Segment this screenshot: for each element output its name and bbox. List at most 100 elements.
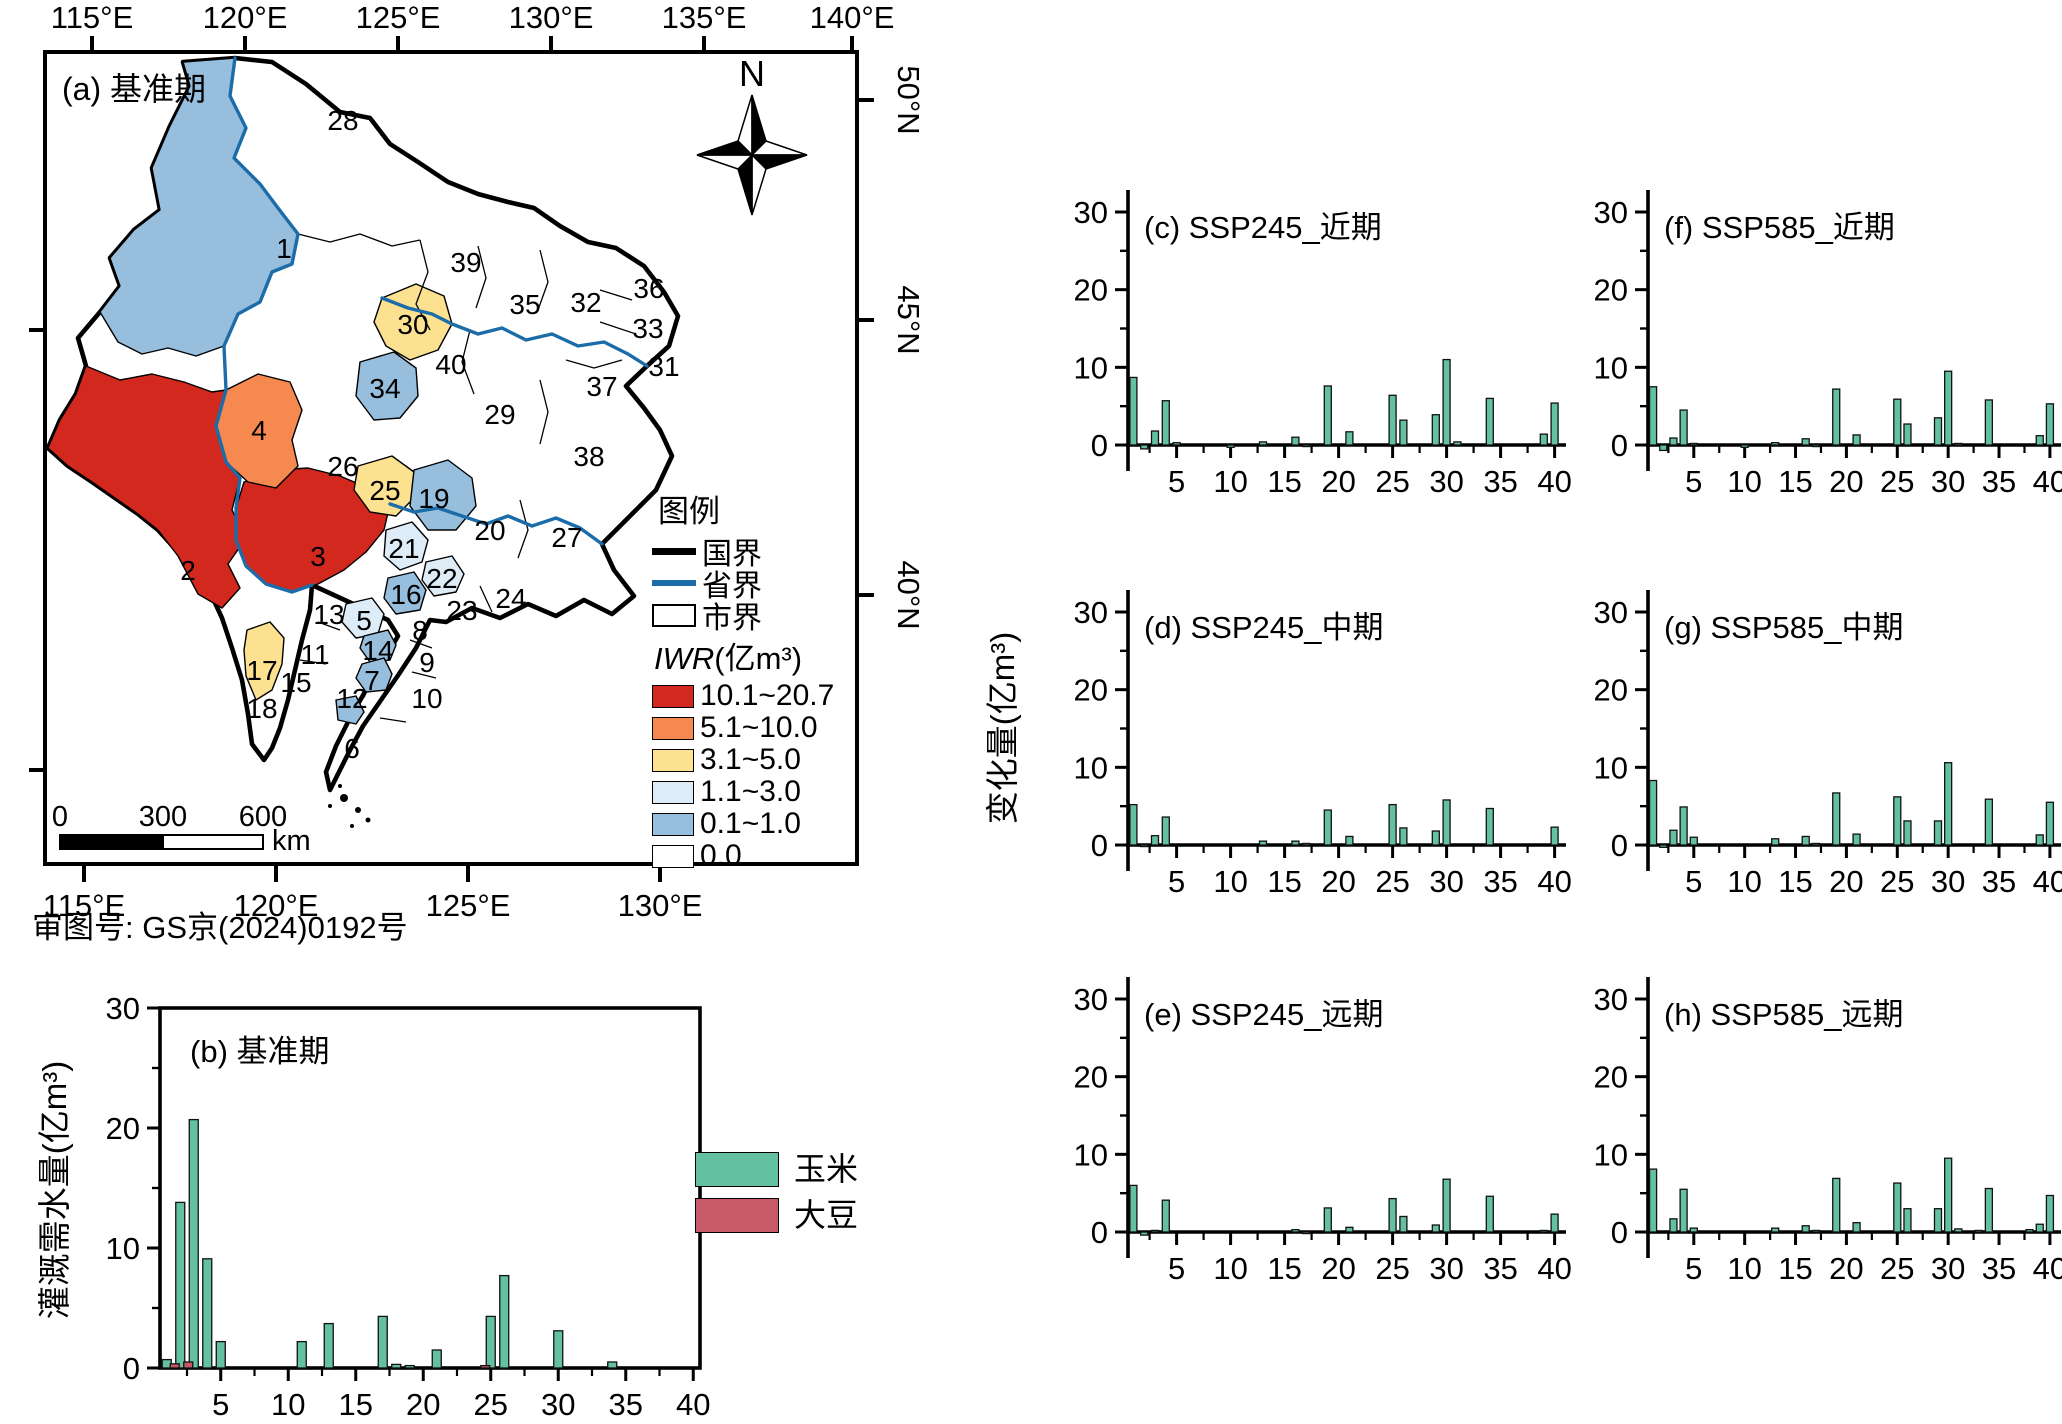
panel-c-title: (c) SSP245_近期 [1144, 210, 1382, 245]
bar-g-x13 [1771, 838, 1780, 846]
bar-f-x40 [2045, 403, 2055, 446]
bar-f-x29 [1933, 417, 1943, 446]
map-top-ticks [90, 36, 854, 52]
bar-f-x16 [1801, 438, 1810, 446]
region-shape-14 [359, 629, 397, 663]
map-legend-iwr-title: IWR(亿m³) [654, 641, 803, 676]
map-legend-line-item: 省界 [652, 567, 852, 603]
bar-h-x19 [1832, 1177, 1841, 1233]
y-tick-label: 0 [1091, 428, 1108, 463]
bar-d-x1 [1129, 803, 1138, 846]
bar-b-x17 [377, 1315, 388, 1369]
svg-text:125°E: 125°E [356, 0, 441, 35]
y-tick-label: 20 [1594, 673, 1628, 708]
bar-h-x33 [1974, 1229, 1983, 1233]
region-label-30: 30 [397, 309, 428, 340]
x-tick-label: 5 [1685, 464, 1702, 499]
region-shape-12 [335, 695, 365, 725]
bar-g-x1 [1648, 779, 1658, 846]
y-tick-label: 0 [1091, 1215, 1108, 1250]
x-tick-label: 15 [1778, 1251, 1812, 1286]
region-label-4: 4 [251, 415, 267, 446]
bar-e-x19 [1323, 1207, 1332, 1233]
svg-text:120°E: 120°E [203, 0, 288, 35]
bar-e-x26 [1399, 1215, 1408, 1233]
region-label-31: 31 [648, 351, 679, 382]
x-tick-label: 40 [676, 1387, 710, 1422]
x-tick-label: 30 [1429, 1251, 1463, 1286]
x-tick-label: 35 [1982, 464, 2016, 499]
x-tick-label: 10 [1727, 864, 1761, 899]
x-tick-label: 5 [1685, 1251, 1702, 1286]
bar-f-x4 [1679, 409, 1688, 446]
bar-g-x4 [1679, 806, 1688, 846]
svg-text:125°E: 125°E [426, 888, 511, 923]
x-tick-label: 30 [1429, 464, 1463, 499]
bar-d-x40 [1550, 826, 1559, 846]
y-tick-label: 0 [1611, 428, 1628, 463]
panel-h-title: (h) SSP585_远期 [1664, 997, 1904, 1032]
region-label-19: 19 [418, 483, 449, 514]
region-label-21: 21 [388, 533, 419, 564]
region-label-6: 6 [344, 733, 360, 764]
y-tick-label: 10 [1074, 350, 1108, 385]
bar-g-x40 [2045, 801, 2055, 846]
map-legend: 图例 国界 省界 市界 IWR(亿m³) 10.1~20.7 5.1~10.0 3… [652, 486, 852, 872]
bar-b-x26 [499, 1274, 510, 1369]
bar-f-x21 [1852, 434, 1861, 446]
region-label-40: 40 [435, 349, 466, 380]
y-tick-label: 30 [1594, 595, 1628, 630]
region-label-34: 34 [369, 373, 400, 404]
region-label-5: 5 [356, 605, 372, 636]
y-tick-label: 10 [1594, 1137, 1628, 1172]
x-tick-label: 10 [1727, 464, 1761, 499]
x-tick-label: 20 [1321, 464, 1355, 499]
bar-h-x3 [1669, 1218, 1678, 1233]
x-tick-label: 20 [1829, 864, 1863, 899]
map-right-ticks [857, 98, 874, 597]
bar-d-x21 [1345, 835, 1354, 846]
bar-b-x25 [485, 1315, 496, 1369]
bar-c-x4 [1161, 400, 1170, 446]
bar-h-x21 [1852, 1222, 1861, 1233]
x-tick-label: 20 [1829, 1251, 1863, 1286]
bar-g-x39 [2035, 834, 2044, 846]
bar-h-x31 [1954, 1228, 1963, 1233]
bar-d-x16 [1291, 840, 1300, 846]
bar-e-x29 [1431, 1224, 1440, 1233]
svg-text:115°E: 115°E [51, 0, 134, 35]
bar-f-x2 [1659, 444, 1668, 452]
region-label-23: 23 [446, 595, 477, 626]
class-swatch-icon [652, 716, 694, 740]
bar-h-x13 [1771, 1227, 1780, 1233]
y-tick-label: 10 [1594, 350, 1628, 385]
bar-c-x3 [1150, 430, 1160, 446]
region-shape-21 [383, 521, 429, 571]
x-tick-label: 30 [1931, 864, 1965, 899]
y-tick-label: 0 [1091, 828, 1108, 863]
x-tick-label: 40 [1537, 864, 1571, 899]
svg-text:135°E: 135°E [662, 0, 747, 35]
x-tick-label: 25 [1375, 1251, 1409, 1286]
y-tick-label: 30 [1594, 982, 1628, 1017]
x-tick-label: 40 [2033, 864, 2062, 899]
bar-g-x25 [1893, 796, 1902, 846]
bar-g-x29 [1933, 820, 1943, 846]
region-label-25: 25 [369, 475, 400, 506]
legend-swatch-soybean [695, 1198, 779, 1233]
bar-b-x30 [553, 1330, 564, 1369]
x-tick-label: 25 [1880, 864, 1914, 899]
y-tick-label: 10 [1074, 750, 1108, 785]
bar-c-x16 [1291, 436, 1300, 446]
bar-c-x30 [1442, 358, 1451, 446]
x-tick-label: 40 [1537, 464, 1571, 499]
region-label-9: 9 [419, 647, 435, 678]
region-label-35: 35 [509, 289, 540, 320]
x-tick-label: 40 [1537, 1251, 1571, 1286]
bar-h-x30 [1944, 1157, 1953, 1233]
y-tick-label: 30 [1594, 195, 1628, 230]
bar-b-x18 [391, 1363, 402, 1369]
